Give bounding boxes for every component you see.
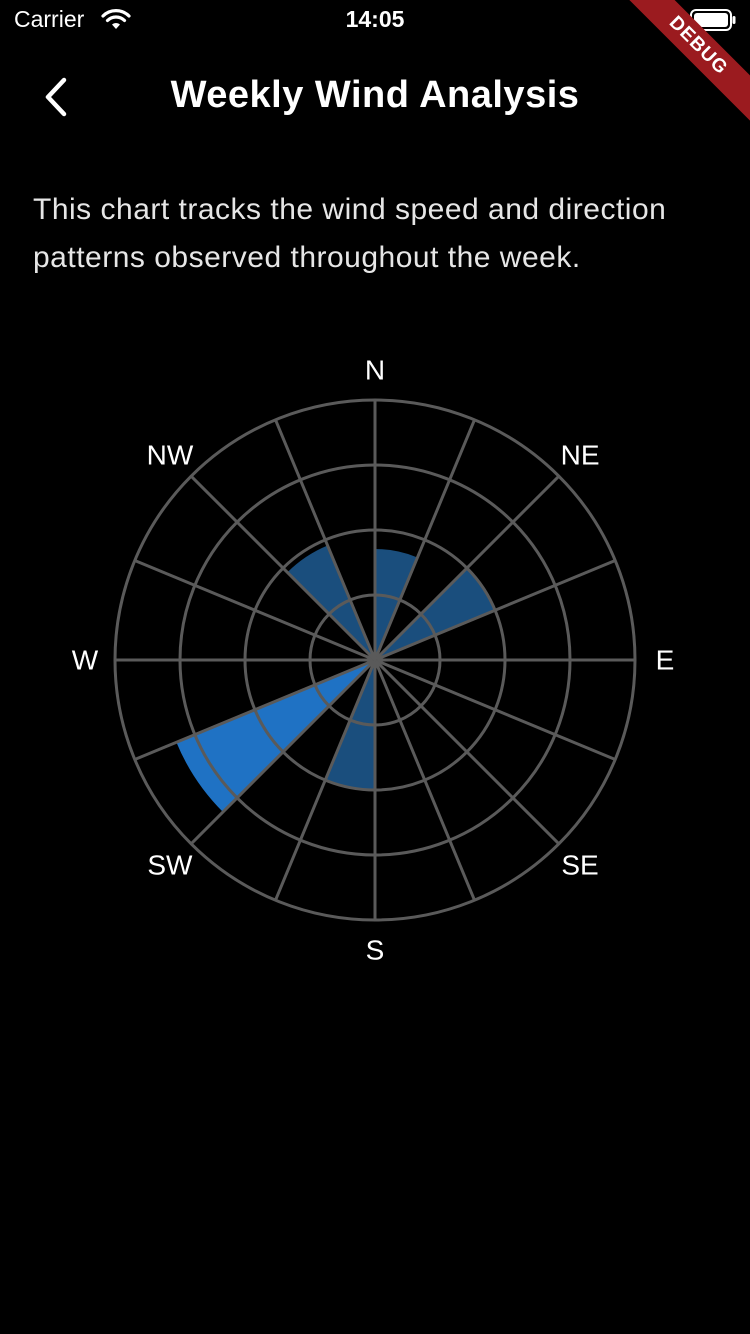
grid-spoke xyxy=(373,419,476,661)
grid-spoke xyxy=(373,475,560,662)
direction-label-ne: NE xyxy=(561,439,600,470)
grid-spoke xyxy=(134,658,376,761)
chart-description: This chart tracks the wind speed and dir… xyxy=(33,193,667,274)
direction-label-nw: NW xyxy=(147,439,194,470)
direction-label-s: S xyxy=(366,935,385,966)
grid-spoke xyxy=(374,559,616,662)
grid-spoke xyxy=(134,559,376,662)
direction-label-sw: SW xyxy=(147,850,193,881)
battery-full-icon xyxy=(690,9,736,31)
direction-label-e: E xyxy=(656,645,675,676)
status-time: 14:05 xyxy=(345,6,405,32)
grid-spoke xyxy=(373,658,560,845)
nav-bar: Weekly Wind Analysis xyxy=(0,60,750,134)
grid-layer xyxy=(113,398,637,922)
grid-spoke xyxy=(274,419,377,661)
grid-spoke xyxy=(374,658,616,761)
grid-spoke xyxy=(190,658,377,845)
carrier-label: Carrier xyxy=(14,6,85,32)
wind-rose-chart: N NE E SE S SW W NW xyxy=(72,355,675,966)
direction-label-se: SE xyxy=(561,850,598,881)
grid-spoke xyxy=(190,475,377,662)
wifi-icon xyxy=(101,9,131,29)
direction-label-w: W xyxy=(72,645,99,676)
page-title: Weekly Wind Analysis xyxy=(170,74,580,116)
direction-labels: N NE E SE S SW W NW xyxy=(72,355,675,966)
back-button[interactable] xyxy=(26,72,82,122)
grid-spoke xyxy=(274,659,377,901)
grid-spoke xyxy=(373,659,476,901)
direction-label-n: N xyxy=(365,355,385,386)
status-bar: Carrier 14:05 xyxy=(0,0,750,40)
